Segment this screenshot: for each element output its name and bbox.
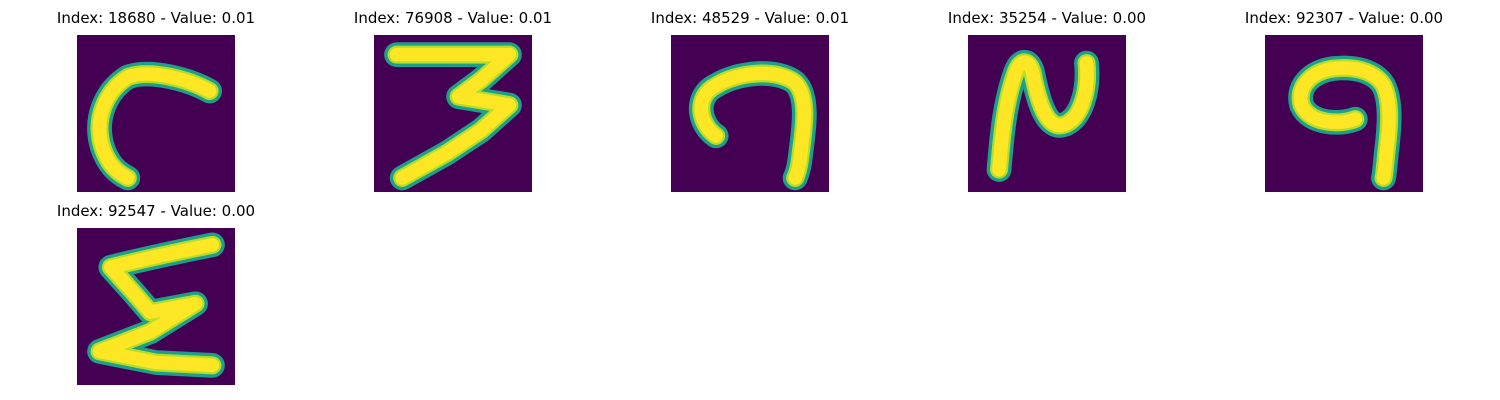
digit-image (968, 35, 1126, 192)
digit-image (374, 35, 532, 192)
panel-title: Index: 92547 - Value: 0.00 (56, 202, 256, 220)
image-panel: Index: 35254 - Value: 0.00 (927, 8, 1167, 192)
image-panel: Index: 76908 - Value: 0.01 (333, 8, 573, 192)
digit-image (1265, 35, 1423, 192)
panel-title: Index: 35254 - Value: 0.00 (947, 9, 1147, 27)
panel-title: Index: 48529 - Value: 0.01 (650, 9, 850, 27)
image-panel: Index: 48529 - Value: 0.01 (630, 8, 870, 192)
digit-image (77, 35, 235, 192)
image-panel: Index: 18680 - Value: 0.01 (36, 8, 276, 192)
image-panel: Index: 92307 - Value: 0.00 (1224, 8, 1464, 192)
panel-title: Index: 18680 - Value: 0.01 (56, 9, 256, 27)
panel-title: Index: 76908 - Value: 0.01 (353, 9, 553, 27)
digit-image (671, 35, 829, 192)
panel-title: Index: 92307 - Value: 0.00 (1244, 9, 1444, 27)
digit-image (77, 228, 235, 385)
image-panel: Index: 92547 - Value: 0.00 (36, 201, 276, 385)
